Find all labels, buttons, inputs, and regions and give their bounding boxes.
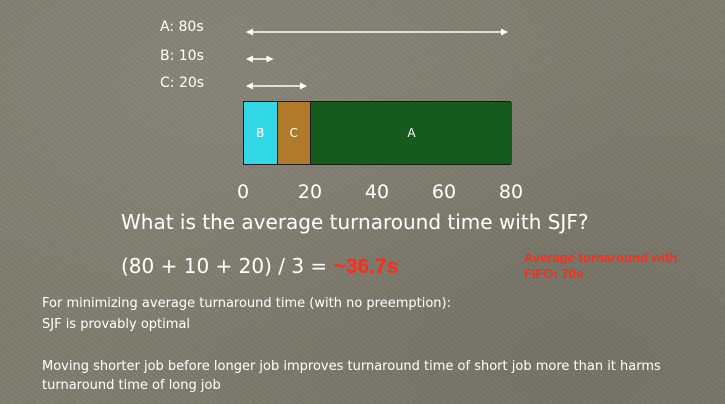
- schedule-segment-a: A: [311, 102, 512, 164]
- fifo-note: Average turnaround with FIFO: 70s: [524, 250, 678, 281]
- tick-label-60: 60: [431, 181, 457, 203]
- schedule-segment-c: C: [277, 102, 311, 164]
- job-c-label: C: 20s: [160, 75, 205, 91]
- tick-label-80: 80: [498, 181, 524, 203]
- tick-label-0: 0: [236, 181, 250, 203]
- schedule-segment-b: B: [244, 102, 278, 164]
- text-line-2: SJF is provably optimal: [42, 317, 190, 332]
- tick-label-40: 40: [364, 181, 390, 203]
- tick-label-20: 20: [297, 181, 323, 203]
- text-line-3: Moving shorter job before longer job imp…: [42, 359, 661, 393]
- job-a-label: A: 80s: [160, 19, 204, 35]
- question-text: What is the average turnaround time with…: [121, 210, 589, 234]
- formula-result: ~36.7s: [333, 255, 399, 278]
- formula: (80 + 10 + 20) / 3 = ~36.7s: [121, 254, 398, 279]
- text-line-1: For minimizing average turnaround time (…: [42, 296, 451, 311]
- formula-expression: (80 + 10 + 20) / 3 =: [121, 254, 334, 278]
- job-b-label: B: 10s: [160, 48, 204, 64]
